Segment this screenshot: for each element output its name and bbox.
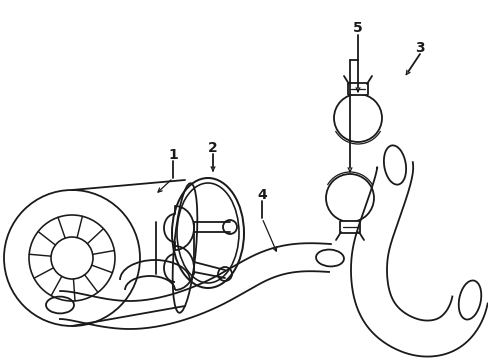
Text: 4: 4 — [257, 188, 266, 202]
FancyBboxPatch shape — [347, 83, 367, 95]
Text: 2: 2 — [208, 141, 218, 155]
Text: 1: 1 — [168, 148, 178, 162]
Text: 5: 5 — [352, 21, 362, 35]
FancyBboxPatch shape — [339, 221, 359, 233]
Text: 3: 3 — [414, 41, 424, 55]
